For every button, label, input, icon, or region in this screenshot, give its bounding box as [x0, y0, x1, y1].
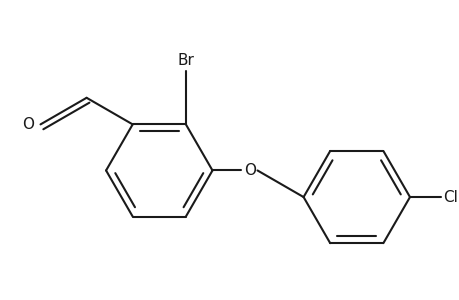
- Text: O: O: [22, 117, 34, 132]
- Text: O: O: [244, 163, 256, 178]
- Text: Br: Br: [177, 53, 194, 68]
- Text: Cl: Cl: [442, 190, 457, 205]
